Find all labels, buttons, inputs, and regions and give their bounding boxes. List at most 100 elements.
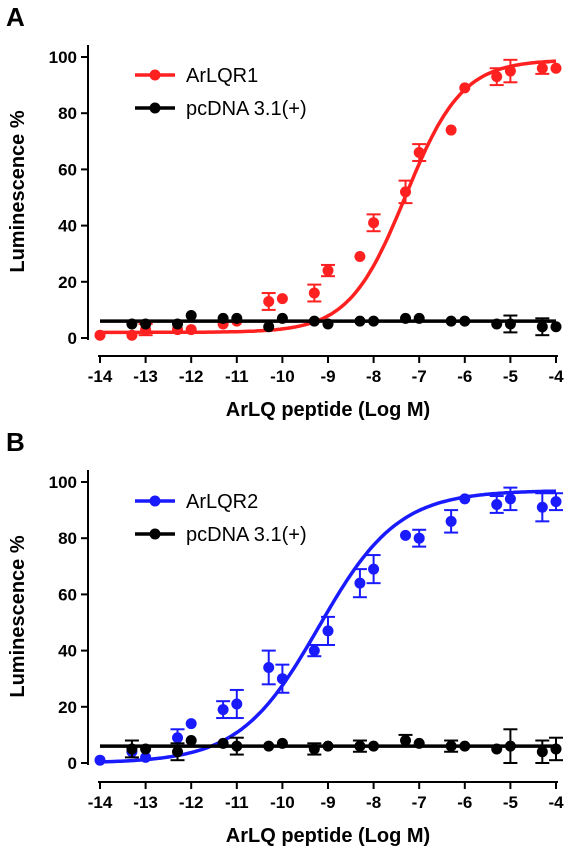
- x-tick-label: -11: [225, 793, 249, 812]
- y-tick-label: 80: [58, 104, 77, 123]
- data-point-arlqr2: [94, 754, 106, 766]
- data-point-pcdna-3-1: [126, 318, 138, 330]
- data-point-arlqr1: [459, 82, 471, 94]
- x-tick-label: -7: [412, 793, 427, 812]
- x-tick-label: -8: [366, 793, 381, 812]
- data-point-arlqr2: [217, 704, 229, 716]
- data-point-pcdna-3-1: [504, 318, 516, 330]
- data-point-pcdna-3-1: [413, 312, 425, 324]
- data-point-pcdna-3-1: [308, 315, 320, 327]
- x-axis-title: ArLQ peptide (Log M): [226, 825, 430, 847]
- y-tick-label: 0: [68, 754, 77, 773]
- data-point-arlqr2: [263, 661, 275, 673]
- x-tick-label: -9: [320, 367, 335, 386]
- x-tick-label: -5: [503, 793, 518, 812]
- data-point-arlqr1: [185, 324, 197, 336]
- data-point-arlqr1: [445, 124, 457, 136]
- data-point-pcdna-3-1: [140, 318, 152, 330]
- data-point-pcdna-3-1: [459, 315, 471, 327]
- data-point-arlqr2: [400, 529, 412, 541]
- data-point-arlqr2: [491, 498, 503, 510]
- x-tick-label: -10: [270, 367, 295, 386]
- data-point-pcdna-3-1: [322, 318, 334, 330]
- legend-marker-arlqr1: [149, 69, 161, 81]
- y-tick-label: 60: [58, 160, 77, 179]
- data-point-pcdna-3-1: [413, 737, 425, 749]
- data-point-arlqr2: [308, 645, 320, 657]
- x-tick-label: -7: [412, 367, 427, 386]
- data-point-pcdna-3-1: [126, 743, 138, 755]
- data-point-pcdna-3-1: [550, 743, 562, 755]
- data-point-arlqr1: [322, 265, 334, 277]
- data-point-arlqr2: [536, 501, 548, 513]
- data-point-pcdna-3-1: [322, 740, 334, 752]
- y-tick-label: 100: [49, 48, 77, 67]
- legend-label-pcdna-3-1: pcDNA 3.1(+): [186, 98, 307, 120]
- legend-marker-arlqr2: [149, 495, 161, 507]
- panel-a: A 0 20 40 60 80 100 -14 -13 -12 -11 -10 -9 -8 -7 -6 -5 -4…: [6, 2, 564, 421]
- data-point-pcdna-3-1: [445, 740, 457, 752]
- data-point-pcdna-3-1: [504, 740, 516, 752]
- data-point-pcdna-3-1: [550, 321, 562, 333]
- data-point-arlqr1: [94, 329, 106, 341]
- data-point-pcdna-3-1: [445, 315, 457, 327]
- data-point-arlqr2: [459, 493, 471, 505]
- x-tick-label: -13: [133, 367, 158, 386]
- data-point-pcdna-3-1: [354, 315, 366, 327]
- legend-marker-pcdna-3-1: [149, 102, 161, 114]
- data-point-pcdna-3-1: [491, 318, 503, 330]
- x-tick-label: -9: [320, 793, 335, 812]
- panel-b: B 0 20 40 60 80 100 -14 -13 -12 -11 -10 -9 -8 -7 -6 -5 -4…: [6, 427, 564, 847]
- data-point-pcdna-3-1: [172, 746, 184, 758]
- data-point-arlqr1: [368, 217, 380, 229]
- legend-marker-pcdna-3-1: [149, 528, 161, 540]
- data-point-pcdna-3-1: [536, 746, 548, 758]
- data-point-arlqr2: [276, 673, 288, 685]
- data-point-arlqr2: [550, 496, 562, 508]
- data-point-pcdna-3-1: [217, 312, 229, 324]
- legend-label-pcdna-3-1: pcDNA 3.1(+): [186, 524, 307, 546]
- data-point-arlqr2: [368, 563, 380, 575]
- panel-label: A: [6, 2, 25, 32]
- y-tick-label: 80: [58, 529, 77, 548]
- data-point-arlqr2: [504, 493, 516, 505]
- y-tick-label: 60: [58, 585, 77, 604]
- data-point-arlqr1: [263, 295, 275, 307]
- data-point-arlqr1: [536, 62, 548, 74]
- legend-label-arlqr1: ArLQR1: [186, 65, 258, 87]
- data-point-arlqr2: [413, 532, 425, 544]
- data-point-pcdna-3-1: [231, 740, 243, 752]
- data-point-arlqr1: [550, 62, 562, 74]
- data-point-pcdna-3-1: [536, 321, 548, 333]
- data-point-arlqr1: [354, 251, 366, 263]
- x-axis-title: ArLQ peptide (Log M): [226, 399, 430, 421]
- data-point-pcdna-3-1: [459, 740, 471, 752]
- x-tick-label: -4: [548, 367, 564, 386]
- y-tick-label: 20: [58, 273, 77, 292]
- data-point-arlqr2: [445, 515, 457, 527]
- data-point-pcdna-3-1: [217, 737, 229, 749]
- data-point-pcdna-3-1: [185, 310, 197, 322]
- data-point-pcdna-3-1: [276, 737, 288, 749]
- legend-label-arlqr2: ArLQR2: [186, 491, 258, 513]
- data-point-pcdna-3-1: [263, 321, 275, 333]
- data-point-arlqr2: [322, 625, 334, 637]
- data-point-arlqr1: [491, 71, 503, 83]
- data-point-arlqr2: [354, 577, 366, 589]
- data-point-arlqr2: [231, 698, 243, 710]
- x-tick-label: -12: [179, 367, 204, 386]
- data-point-pcdna-3-1: [368, 315, 380, 327]
- data-point-pcdna-3-1: [172, 318, 184, 330]
- panel-label: B: [6, 427, 25, 457]
- x-tick-label: -13: [133, 793, 158, 812]
- y-axis-title: Luminescence %: [7, 110, 29, 273]
- data-point-arlqr1: [126, 329, 138, 341]
- x-tick-label: -4: [548, 793, 564, 812]
- data-point-arlqr1: [276, 293, 288, 305]
- x-tick-label: -5: [503, 367, 518, 386]
- data-point-pcdna-3-1: [400, 735, 412, 747]
- x-tick-label: -8: [366, 367, 381, 386]
- y-tick-label: 0: [68, 329, 77, 348]
- data-point-arlqr2: [185, 718, 197, 730]
- x-tick-label: -11: [225, 367, 249, 386]
